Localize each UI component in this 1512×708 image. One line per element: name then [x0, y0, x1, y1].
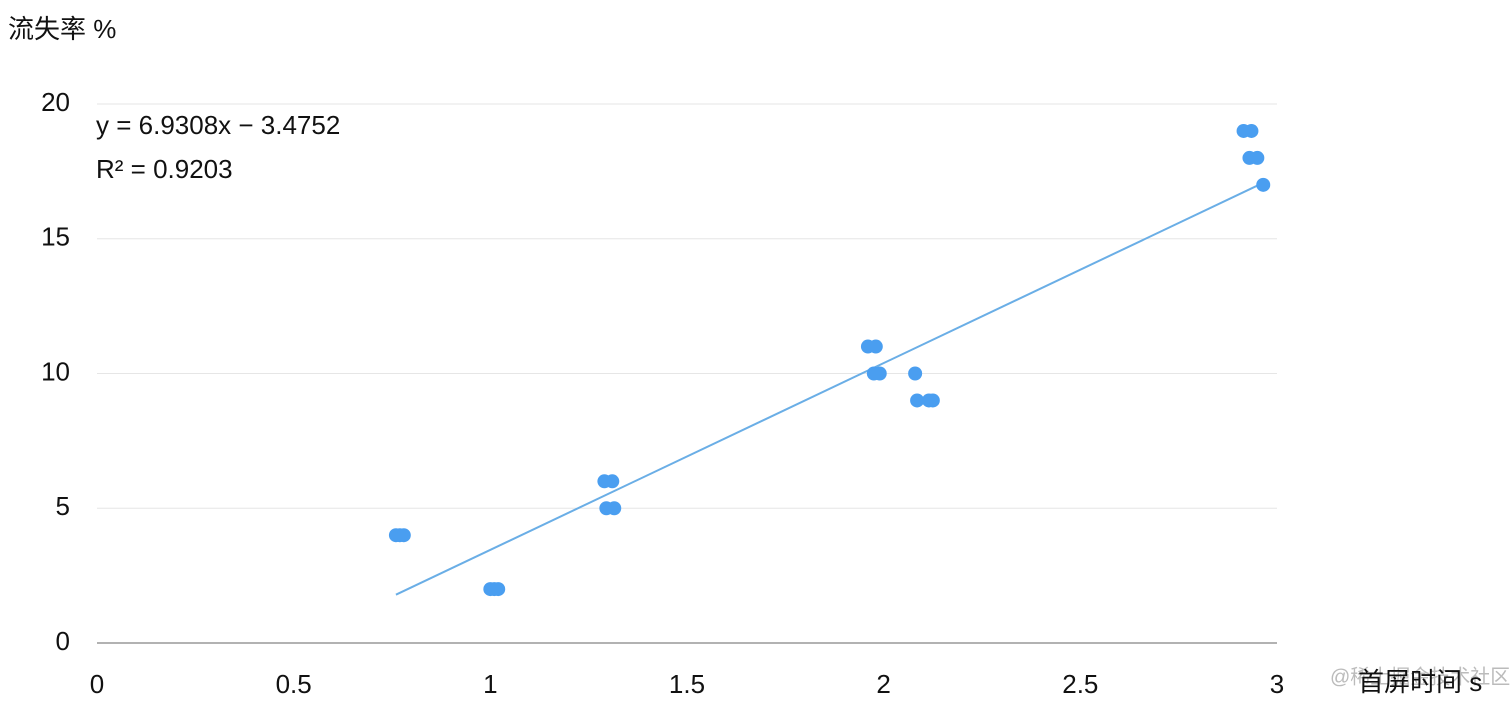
- x-axis-title: 首屏时间 s: [1358, 667, 1482, 697]
- scatter-point: [607, 501, 622, 516]
- y-tick-label: 15: [41, 222, 70, 252]
- scatter-point: [491, 582, 506, 597]
- scatter-point: [605, 474, 620, 489]
- r-squared: R² = 0.9203: [96, 154, 233, 184]
- scatter-point: [910, 393, 925, 408]
- x-tick-label: 2: [876, 669, 890, 699]
- watermark: @稀土掘金技术社区: [1330, 665, 1510, 688]
- y-tick-label: 5: [56, 491, 70, 521]
- scatter-point: [872, 366, 887, 381]
- x-tick-label: 0.5: [276, 669, 312, 699]
- x-tick-label: 0: [90, 669, 104, 699]
- scatter-point: [868, 339, 883, 354]
- scatter-point: [1250, 150, 1265, 165]
- x-tick-label: 1: [483, 669, 497, 699]
- trendline: [395, 181, 1264, 596]
- scatter-point: [1244, 123, 1259, 138]
- y-axis-title: 流失率 %: [8, 14, 116, 44]
- scatter-point: [396, 528, 411, 543]
- scatter-point: [925, 393, 940, 408]
- scatter-point: [908, 366, 923, 381]
- x-tick-label: 3: [1270, 669, 1284, 699]
- trendline-equation: y = 6.9308x − 3.4752: [96, 110, 340, 140]
- x-tick-label: 1.5: [669, 669, 705, 699]
- y-tick-label: 10: [41, 356, 70, 386]
- y-tick-label: 20: [41, 87, 70, 117]
- y-tick-label: 0: [56, 626, 70, 656]
- scatter-point: [1256, 177, 1271, 192]
- x-tick-label: 2.5: [1062, 669, 1098, 699]
